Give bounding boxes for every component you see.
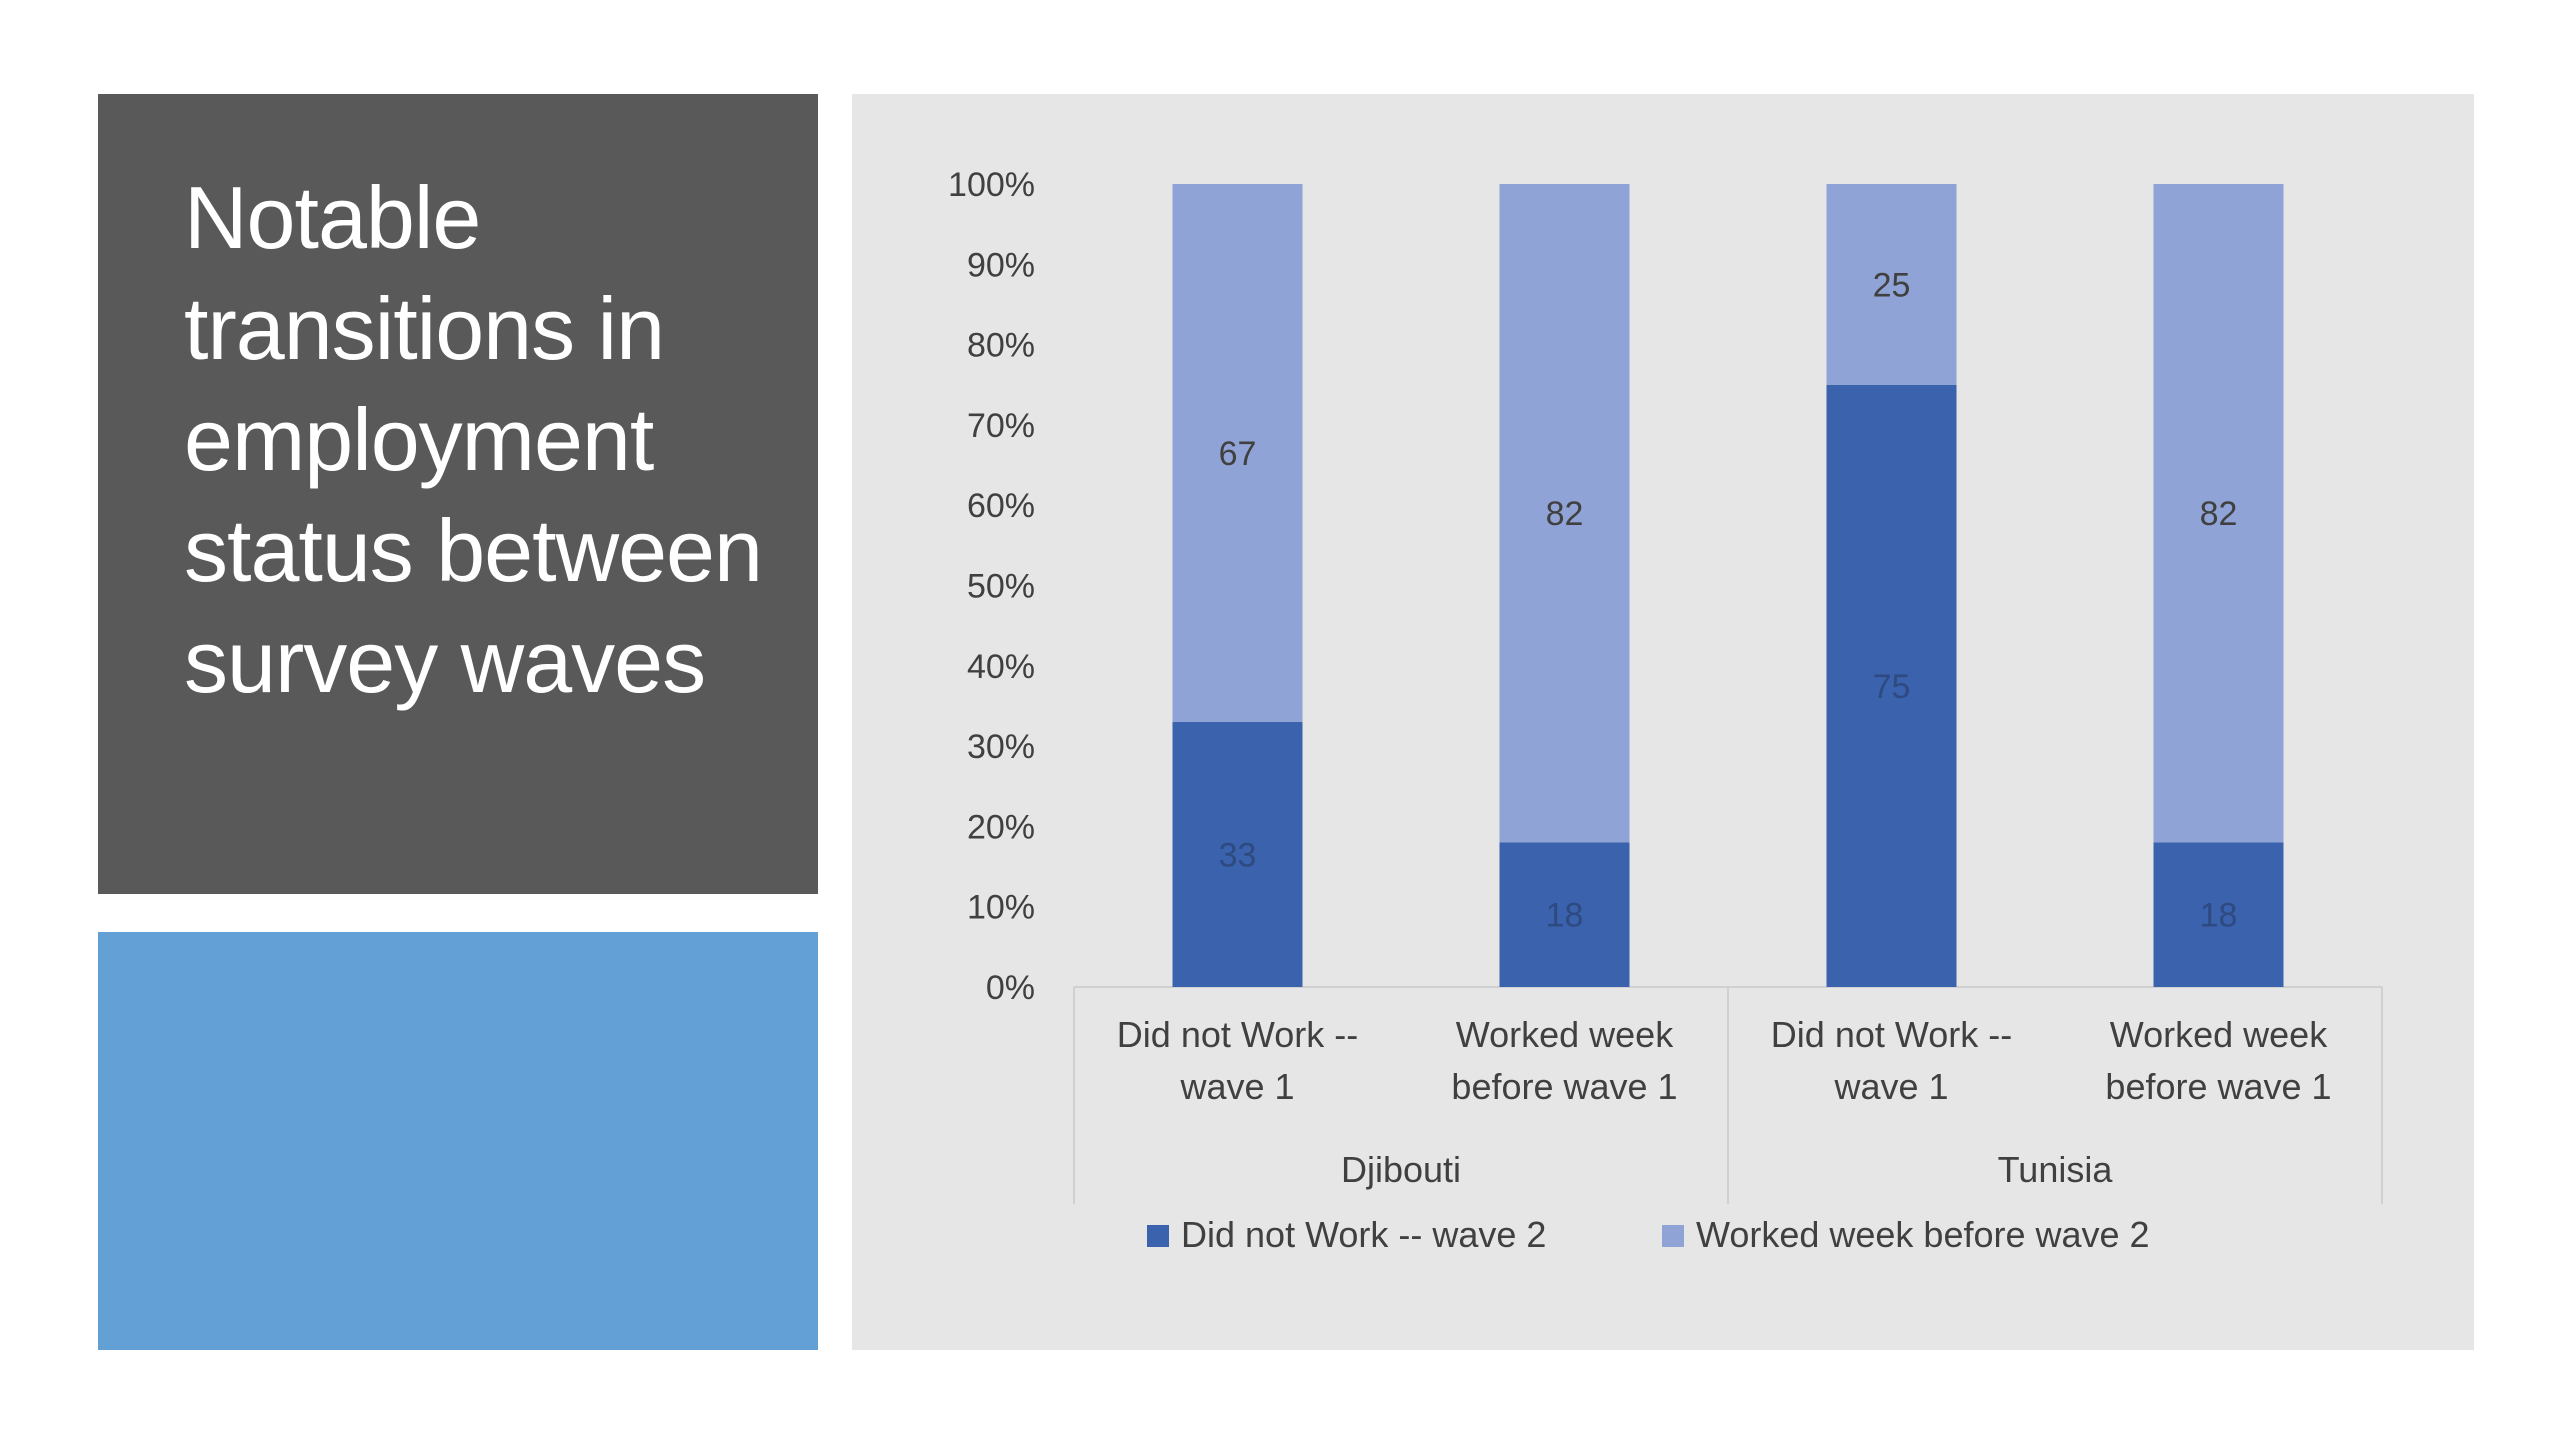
data-label: 75 <box>1873 668 1911 706</box>
y-tick-label: 70% <box>967 407 1035 445</box>
data-label: 67 <box>1219 435 1257 473</box>
data-label: 25 <box>1873 266 1911 304</box>
legend-label: Worked week before wave 2 <box>1696 1214 2150 1255</box>
legend-swatch <box>1147 1225 1169 1247</box>
bar-segment <box>2153 842 2284 987</box>
y-tick-label: 100% <box>948 166 1035 204</box>
y-tick-label: 50% <box>967 568 1035 606</box>
data-label: 33 <box>1219 837 1257 875</box>
y-tick-label: 30% <box>967 728 1035 766</box>
stacked-bar-chart: 0% 10% 20% 30% 40% 50% 60% 70% 80% 90% 100% 33 67 Did… <box>948 166 2383 1255</box>
x-category-label: Did not Work -- <box>1771 1014 2012 1055</box>
x-group-label: Tunisia <box>1998 1149 2114 1190</box>
x-category-label: Worked week <box>1456 1014 1674 1055</box>
title-panel: Notable transitions in employment status… <box>98 94 818 894</box>
x-group-label: Djibouti <box>1341 1149 1461 1190</box>
y-tick-label: 10% <box>967 889 1035 927</box>
legend-label: Did not Work -- wave 2 <box>1181 1214 1546 1255</box>
slide-title: Notable transitions in employment status… <box>184 168 763 711</box>
x-category-label: Worked week <box>2110 1014 2328 1055</box>
y-tick-label: 40% <box>967 648 1035 686</box>
y-tick-label: 20% <box>967 808 1035 846</box>
data-label: 82 <box>1546 495 1584 533</box>
y-tick-label: 80% <box>967 327 1035 365</box>
bar-segment <box>1826 384 1957 987</box>
y-tick-label: 0% <box>986 969 1035 1007</box>
data-label: 18 <box>2200 897 2238 935</box>
x-category-label: before wave 1 <box>1451 1066 1677 1107</box>
chart-panel: 0% 10% 20% 30% 40% 50% 60% 70% 80% 90% 100% 33 67 Did… <box>852 94 2474 1350</box>
bar-segment <box>1499 842 1630 987</box>
bar-segment <box>1172 184 1303 723</box>
x-category-label: before wave 1 <box>2105 1066 2331 1107</box>
x-category-label: Did not Work -- <box>1117 1014 1358 1055</box>
bar-segment <box>1826 184 1957 385</box>
x-category-label: wave 1 <box>1179 1066 1294 1107</box>
legend-swatch <box>1662 1225 1684 1247</box>
y-tick-label: 60% <box>967 487 1035 525</box>
bar-segment <box>1499 184 1630 843</box>
bar-segment <box>2153 184 2284 843</box>
accent-block <box>98 932 818 1350</box>
data-label: 18 <box>1546 897 1584 935</box>
y-tick-label: 90% <box>967 246 1035 284</box>
x-category-label: wave 1 <box>1833 1066 1948 1107</box>
data-label: 82 <box>2200 495 2238 533</box>
bar-segment <box>1172 722 1303 987</box>
